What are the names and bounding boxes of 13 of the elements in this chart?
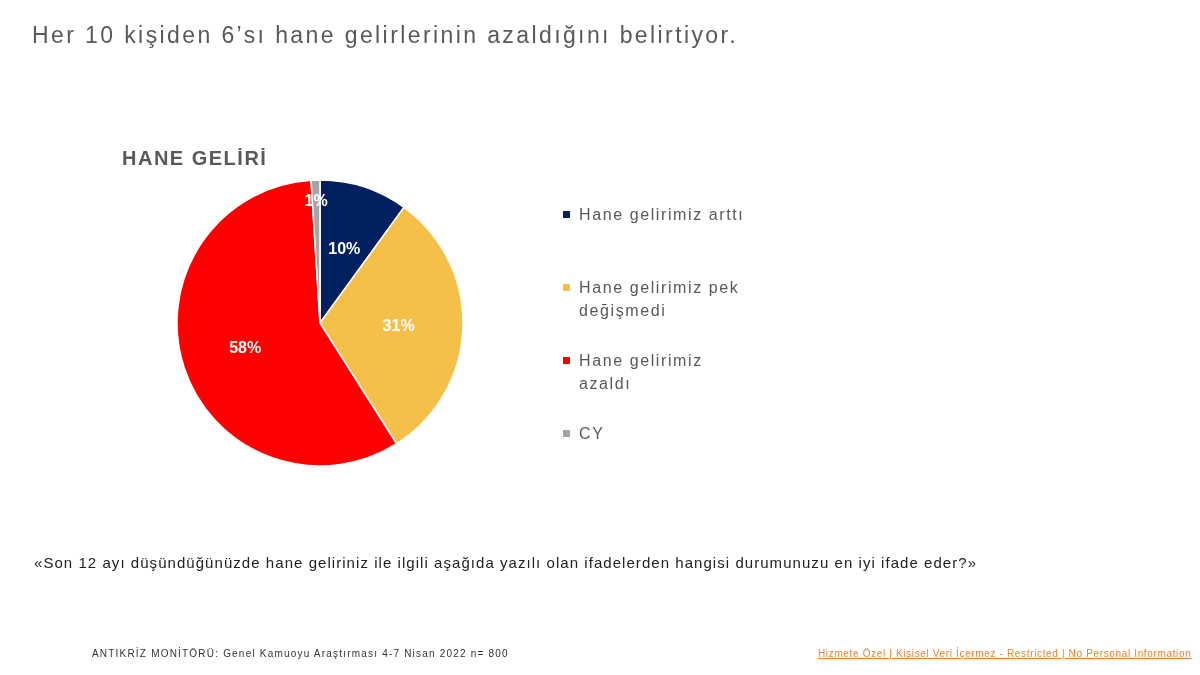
text: ANTIKRİZ MONİTÖRÜ: Genel Kamuoyu Araştırması 4-7 Nisan 2022 n= 800 (92, 648, 509, 659)
data-label: 1% (304, 191, 328, 209)
data-label: 58% (229, 338, 262, 356)
chart-subtitle: HANE GELİRİ (122, 147, 268, 169)
legend-label: Hane gelirimiz arttı (579, 206, 745, 223)
chart-title: Her 10 kişiden 6’sı hane gelirlerinin azaldığını belirtiyor. (32, 22, 739, 48)
legend-label: CY (579, 425, 605, 442)
legend-label: Hane gelirimiz azaldı (579, 352, 703, 392)
legend-label: Hane gelirimiz pek değişmedi (579, 279, 740, 319)
data-label: 10% (328, 239, 361, 257)
data-label: 31% (382, 316, 415, 334)
text: Hizmete Özel | Kişisel Veri İçermez - Restricted | No Personal Information (818, 648, 1192, 659)
text: «Son 12 ayı düşündüğünüzde hane geliriniz ile ilgili aşağıda yazılı olan ifadelerden hangisi durumunuzu en iyi ifade eder?» (34, 554, 978, 571)
